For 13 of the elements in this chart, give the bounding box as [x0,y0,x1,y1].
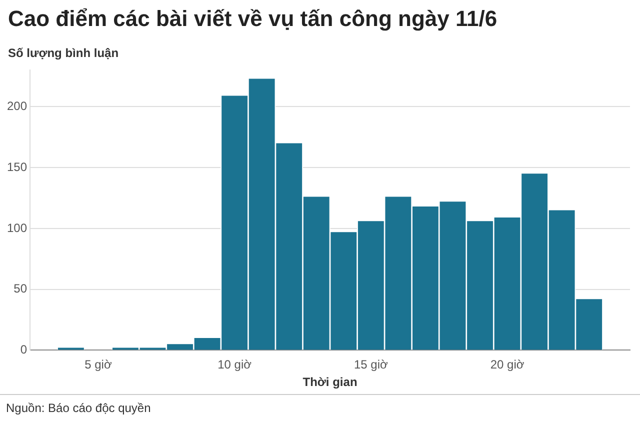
x-tick-label: 10 giờ [218,358,252,372]
x-tick-label: 15 giờ [354,358,388,372]
y-tick-label: 100 [6,220,28,235]
y-tick-label: 0 [20,342,28,357]
chart-title: Cao điểm các bài viết về vụ tấn công ngày 11/6 [7,5,498,32]
x-tick-label: 5 giờ [84,358,112,372]
y-axis-title: Số lượng bình luận [7,45,120,60]
text: Nguồn: Báo cáo độc quyền [6,401,151,415]
y-tick-label: 50 [14,282,28,296]
x-axis-title: Thời gian [302,375,358,390]
y-tick-label: 150 [6,160,28,174]
x-tick-label: 20 giờ [490,358,524,372]
y-tick-label: 200 [6,99,28,114]
